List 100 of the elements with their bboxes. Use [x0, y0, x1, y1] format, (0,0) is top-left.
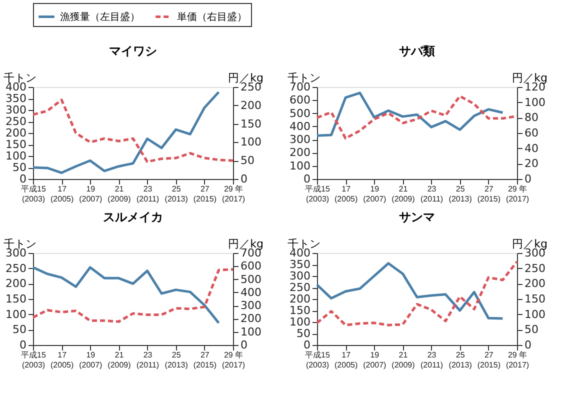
x-tick-label: 21 (2009) — [108, 184, 132, 204]
legend-label: 単価（右目盛） — [177, 10, 247, 23]
x-tick-label: 平成15 (2003) — [21, 184, 46, 204]
y-tick-label: 50 — [12, 323, 26, 336]
y-tick-label: 150 — [6, 138, 26, 151]
x-tick-label: 17 (2005) — [334, 184, 358, 204]
chart-title: スルメイカ — [103, 210, 163, 224]
y2-tick-label: 50 — [240, 154, 254, 168]
x-tick-label: 19 (2007) — [79, 350, 103, 370]
y2-tick-label: 150 — [240, 117, 262, 130]
y2-tick-label: 50 — [524, 323, 538, 336]
y2-tick-label: 100 — [240, 325, 262, 338]
x-tick-label: 21 (2009) — [392, 184, 416, 204]
chart-title: サンマ — [399, 210, 435, 224]
y-tick-label: 400 — [290, 246, 310, 260]
y2-tick-label: 100 — [524, 96, 546, 109]
y-tick-label: 600 — [290, 94, 310, 107]
x-tick-label: 29 年 (2017) — [506, 350, 530, 370]
y-tick-label: 0 — [20, 172, 26, 186]
x-tick-label: 19 (2007) — [79, 184, 103, 204]
x-tick-label: 19 (2007) — [363, 184, 387, 204]
y-tick-label: 700 — [290, 80, 310, 94]
y2-tick-label: 600 — [240, 260, 262, 273]
y-tick-label: 350 — [6, 92, 26, 105]
y2-tick-label: 20 — [524, 157, 538, 170]
x-tick-label: 23 (2011) — [420, 184, 444, 204]
y-tick-label: 300 — [290, 270, 310, 282]
y2-tick-label: 200 — [524, 277, 546, 290]
y-tick-label: 100 — [290, 159, 310, 172]
y2-tick-label: 100 — [240, 136, 262, 149]
y2-tick-label: 80 — [524, 111, 538, 124]
x-tick-label: 平成15 (2003) — [21, 350, 46, 370]
x-tick-label: 25 (2013) — [164, 184, 188, 204]
x-tick-label: 29 年 (2017) — [506, 184, 530, 204]
y2-tick-label: 300 — [240, 299, 262, 312]
y-tick-label: 250 — [6, 115, 26, 128]
y-tick-label: 150 — [290, 304, 310, 317]
y-tick-label: 200 — [6, 277, 26, 290]
y2-tick-label: 200 — [240, 312, 262, 326]
line-series — [316, 260, 518, 326]
x-tick-label: 23 (2011) — [136, 350, 160, 370]
x-tick-label: 25 (2013) — [448, 184, 472, 204]
y2-tick-label: 40 — [524, 142, 538, 155]
x-tick-label: 19 (2007) — [363, 350, 387, 370]
y2-tick-label: 0 — [524, 172, 532, 186]
y-tick-label: 100 — [6, 150, 26, 162]
chart-title: サバ類 — [399, 44, 435, 58]
x-tick-label: 29 年 (2017) — [222, 350, 246, 370]
y2-tick-label: 500 — [240, 272, 262, 286]
y-tick-label: 0 — [304, 338, 310, 352]
line-series — [316, 262, 504, 320]
x-tick-label: 17 (2005) — [50, 350, 74, 370]
y2-tick-label: 0 — [524, 338, 532, 352]
line-series — [32, 90, 220, 174]
y-tick-label: 300 — [6, 104, 26, 116]
y-tick-label: 50 — [296, 327, 310, 340]
y2-tick-label: 100 — [524, 308, 546, 321]
y-tick-label: 400 — [290, 120, 310, 133]
x-tick-label: 27 (2015) — [477, 184, 501, 204]
x-tick-label: 27 (2015) — [193, 350, 217, 370]
y-tick-label: 150 — [6, 292, 26, 306]
y2-tick-label: 400 — [240, 286, 262, 299]
y-tick-label: 400 — [6, 80, 26, 94]
y-tick-label: 50 — [12, 161, 26, 174]
y2-tick-label: 150 — [524, 292, 546, 306]
x-tick-label: 29 年 (2017) — [222, 184, 246, 204]
y-tick-label: 200 — [6, 126, 26, 140]
line-series — [32, 98, 234, 163]
y-tick-label: 250 — [6, 262, 26, 275]
x-tick-label: 平成15 (2003) — [305, 184, 330, 204]
x-tick-label: 21 (2009) — [108, 350, 132, 370]
y-tick-label: 0 — [304, 172, 310, 186]
x-tick-label: 平成15 (2003) — [305, 350, 330, 370]
x-tick-label: 17 (2005) — [50, 184, 74, 204]
y2-tick-label: 0 — [240, 172, 248, 186]
y-tick-label: 350 — [290, 258, 310, 271]
line-series — [316, 92, 504, 137]
x-tick-label: 23 (2011) — [420, 350, 444, 370]
y2-tick-label: 250 — [524, 262, 546, 275]
y-tick-label: 250 — [290, 281, 310, 294]
line-series — [316, 94, 518, 140]
y2-tick-label: 200 — [240, 98, 262, 112]
x-tick-label: 27 (2015) — [477, 350, 501, 370]
x-tick-label: 17 (2005) — [334, 350, 358, 370]
y-tick-label: 100 — [290, 316, 310, 328]
y-tick-label: 500 — [290, 106, 310, 120]
y-tick-label: 100 — [6, 308, 26, 321]
y2-tick-label: 60 — [524, 126, 538, 140]
chart-title: マイワシ — [109, 44, 157, 58]
x-tick-label: 21 (2009) — [392, 350, 416, 370]
y2-tick-label: 0 — [240, 338, 248, 352]
y-tick-label: 300 — [6, 246, 26, 260]
x-tick-label: 27 (2015) — [193, 184, 217, 204]
y-tick-label: 0 — [20, 338, 26, 352]
y-tick-label: 200 — [290, 146, 310, 160]
x-tick-label: 23 (2011) — [136, 184, 160, 204]
y-tick-label: 300 — [290, 133, 310, 146]
x-tick-label: 25 (2013) — [448, 350, 472, 370]
legend-label: 漁獲量（左目盛） — [60, 10, 140, 23]
x-tick-label: 25 (2013) — [164, 350, 188, 370]
